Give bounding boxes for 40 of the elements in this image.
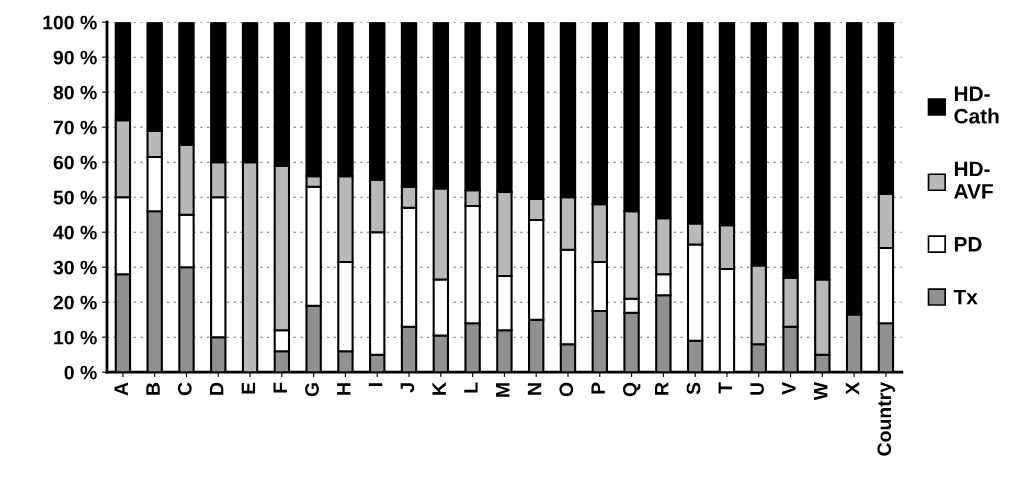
x-tick-label: N: [527, 383, 542, 395]
x-tick-label: Q: [623, 382, 641, 397]
legend-label: HD- Cath: [954, 86, 999, 124]
y-tick-label: 50 %: [53, 190, 97, 205]
x-tick-label: G: [305, 383, 319, 397]
y-tick-label: 30 %: [53, 260, 97, 275]
x-tick-label: O: [559, 382, 574, 397]
y-tick-label: 100 %: [43, 15, 97, 30]
x-tick-label: Country: [877, 382, 895, 456]
x-tick-label: K: [432, 382, 446, 395]
x-tick-label: J: [400, 383, 415, 393]
y-tick-label: 10 %: [54, 330, 97, 345]
x-tick-label: M: [496, 383, 510, 397]
x-tick-label: F: [273, 382, 287, 393]
x-tick-label: P: [591, 382, 605, 394]
x-tick-label: A: [114, 382, 128, 396]
y-tick-label: 80 %: [53, 85, 97, 100]
x-tick-label: D: [209, 382, 224, 395]
y-tick-label: 90 %: [53, 50, 97, 65]
x-tick-label: T: [718, 382, 732, 394]
y-tick-label: 70 %: [53, 120, 97, 135]
legend-label: HD- AVF: [954, 161, 993, 199]
y-tick-label: 40 %: [53, 225, 97, 240]
legend-label: PD: [954, 237, 982, 252]
x-tick-label: B: [146, 382, 160, 395]
x-tick-label: X: [845, 382, 860, 395]
x-tick-label: E: [241, 382, 256, 394]
x-tick-label: W: [813, 381, 828, 401]
x-tick-label: C: [177, 382, 192, 396]
x-tick-label: R: [655, 382, 669, 395]
x-tick-label: H: [337, 383, 351, 395]
y-tick-label: 20 %: [53, 295, 97, 310]
legend-label: Tx: [953, 289, 978, 305]
x-tick-label: L: [464, 382, 478, 393]
x-tick-label: V: [782, 382, 796, 395]
y-tick-label: 60 %: [53, 155, 97, 170]
x-tick-label: I: [368, 383, 383, 387]
y-tick-label: 0 %: [64, 365, 97, 380]
x-tick-label: U: [750, 383, 764, 395]
x-tick-label: S: [686, 382, 701, 395]
